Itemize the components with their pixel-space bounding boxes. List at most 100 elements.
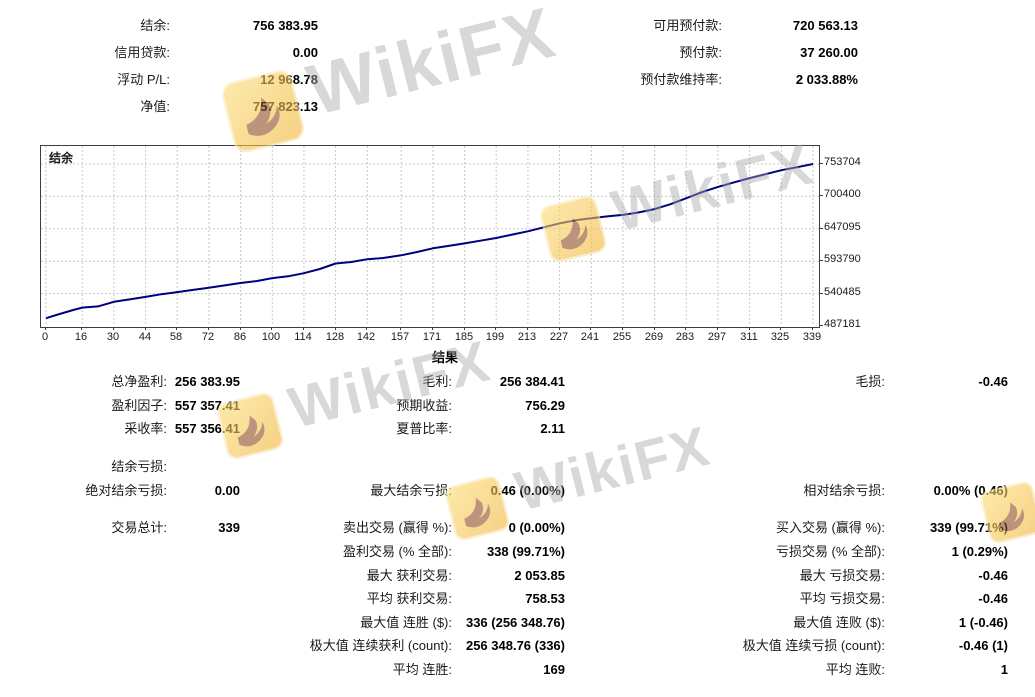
result-label: 交易总计: (111, 520, 167, 535)
x-axis-label: 213 (517, 331, 537, 343)
equity-label: 净值: (140, 99, 170, 114)
y-axis-label: 593790 (824, 253, 861, 265)
result-value: 336 (256 348.76) (465, 615, 565, 630)
result-label: 最大 亏损交易: (799, 568, 885, 583)
result-label: 极大值 连续亏损 (count): (742, 638, 885, 653)
x-axis-tick (303, 327, 304, 330)
free-margin-label: 可用预付款: (653, 18, 722, 33)
result-value: 557 357.41 (174, 398, 240, 413)
x-axis-tick (464, 327, 465, 330)
x-axis-tick (45, 327, 46, 330)
x-axis-tick (176, 327, 177, 330)
x-axis-label: 269 (644, 331, 664, 343)
result-value: 1 (-0.46) (958, 615, 1008, 630)
x-axis-tick (622, 327, 623, 330)
result-value: 0.46 (0.00%) (490, 483, 565, 498)
x-axis-tick (335, 327, 336, 330)
x-axis-tick (559, 327, 560, 330)
x-axis-tick (685, 327, 686, 330)
x-axis-label: 185 (454, 331, 474, 343)
result-label: 夏普比率: (396, 421, 452, 436)
result-label: 结余亏损: (111, 459, 167, 474)
x-axis-tick (780, 327, 781, 330)
result-value: 2.11 (540, 421, 565, 436)
x-axis-label: 283 (675, 331, 695, 343)
result-value: 339 (218, 520, 240, 535)
x-axis-tick (495, 327, 496, 330)
result-label: 毛损: (855, 374, 885, 389)
credit-label: 信用贷款: (114, 45, 170, 60)
x-axis-label: 16 (74, 331, 88, 343)
result-value: 756.29 (525, 398, 565, 413)
result-label: 相对结余亏损: (803, 483, 885, 498)
x-axis-label: 114 (294, 331, 312, 343)
margin-level-label: 预付款维持率: (640, 72, 722, 87)
x-axis-label: 30 (106, 331, 120, 343)
x-axis-tick (590, 327, 591, 330)
x-axis-label: 72 (201, 331, 215, 343)
x-axis-label: 227 (549, 331, 569, 343)
result-label: 亏损交易 (% 全部): (775, 544, 885, 559)
y-axis-label: 487181 (824, 318, 861, 330)
result-label: 最大值 连败 ($): (793, 615, 885, 630)
x-axis-tick (432, 327, 433, 330)
result-value: 256 383.95 (174, 374, 240, 389)
y-axis-tick (819, 325, 823, 326)
floating-pl-value: 12 968.78 (260, 72, 318, 87)
balance-value: 756 383.95 (252, 18, 318, 33)
y-axis-tick (819, 195, 823, 196)
credit-value: 0.00 (292, 45, 318, 60)
result-label: 绝对结余亏损: (85, 483, 167, 498)
x-axis-label: 325 (770, 331, 790, 343)
margin-value: 37 260.00 (800, 45, 858, 60)
result-value: 557 356.41 (174, 421, 240, 436)
result-label: 盈利因子: (111, 398, 167, 413)
result-label: 预期收益: (396, 398, 452, 413)
x-axis-label: 297 (707, 331, 727, 343)
chart-legend: 结余 (49, 151, 74, 165)
margin-label: 预付款: (679, 45, 722, 60)
result-value: 0 (0.00%) (508, 520, 565, 535)
result-value: 758.53 (525, 591, 565, 606)
result-label: 平均 亏损交易: (799, 591, 885, 606)
x-axis-label: 128 (325, 331, 345, 343)
result-value: 0.00 (214, 483, 240, 498)
x-axis-label: 44 (138, 331, 152, 343)
result-value: 339 (99.71%) (929, 520, 1008, 535)
result-label: 盈利交易 (% 全部): (342, 544, 452, 559)
y-axis-tick (819, 260, 823, 261)
results-header: 结果 (431, 350, 458, 365)
result-value: 169 (543, 662, 565, 677)
x-axis-tick (717, 327, 718, 330)
result-label: 总净盈利: (111, 374, 167, 389)
free-margin-value: 720 563.13 (792, 18, 858, 33)
result-value: -0.46 (978, 374, 1008, 389)
x-axis-tick (271, 327, 272, 330)
result-value: -0.46 (978, 591, 1008, 606)
y-axis-label: 647095 (824, 221, 861, 233)
x-axis-tick (654, 327, 655, 330)
x-axis-tick (145, 327, 146, 330)
x-axis-label: 0 (41, 331, 49, 343)
result-value: 2 053.85 (514, 568, 565, 583)
y-axis-label: 700400 (824, 188, 861, 200)
result-value: 1 (0.29%) (951, 544, 1008, 559)
x-axis-label: 199 (485, 331, 505, 343)
result-value: -0.46 (978, 568, 1008, 583)
equity-curve-svg (41, 146, 819, 326)
y-axis-tick (819, 293, 823, 294)
result-label: 平均 连败: (825, 662, 885, 677)
x-axis-tick (749, 327, 750, 330)
x-axis-label: 142 (356, 331, 376, 343)
result-label: 平均 连胜: (392, 662, 452, 677)
x-axis-label: 100 (261, 331, 281, 343)
x-axis-tick (113, 327, 114, 330)
x-axis-tick (400, 327, 401, 330)
result-label: 最大 获利交易: (366, 568, 452, 583)
result-value: 256 348.76 (336) (465, 638, 565, 653)
x-axis-label: 58 (169, 331, 183, 343)
x-axis-tick (812, 327, 813, 330)
x-axis-label: 339 (802, 331, 822, 343)
result-label: 平均 获利交易: (366, 591, 452, 606)
x-axis-label: 311 (740, 331, 758, 343)
